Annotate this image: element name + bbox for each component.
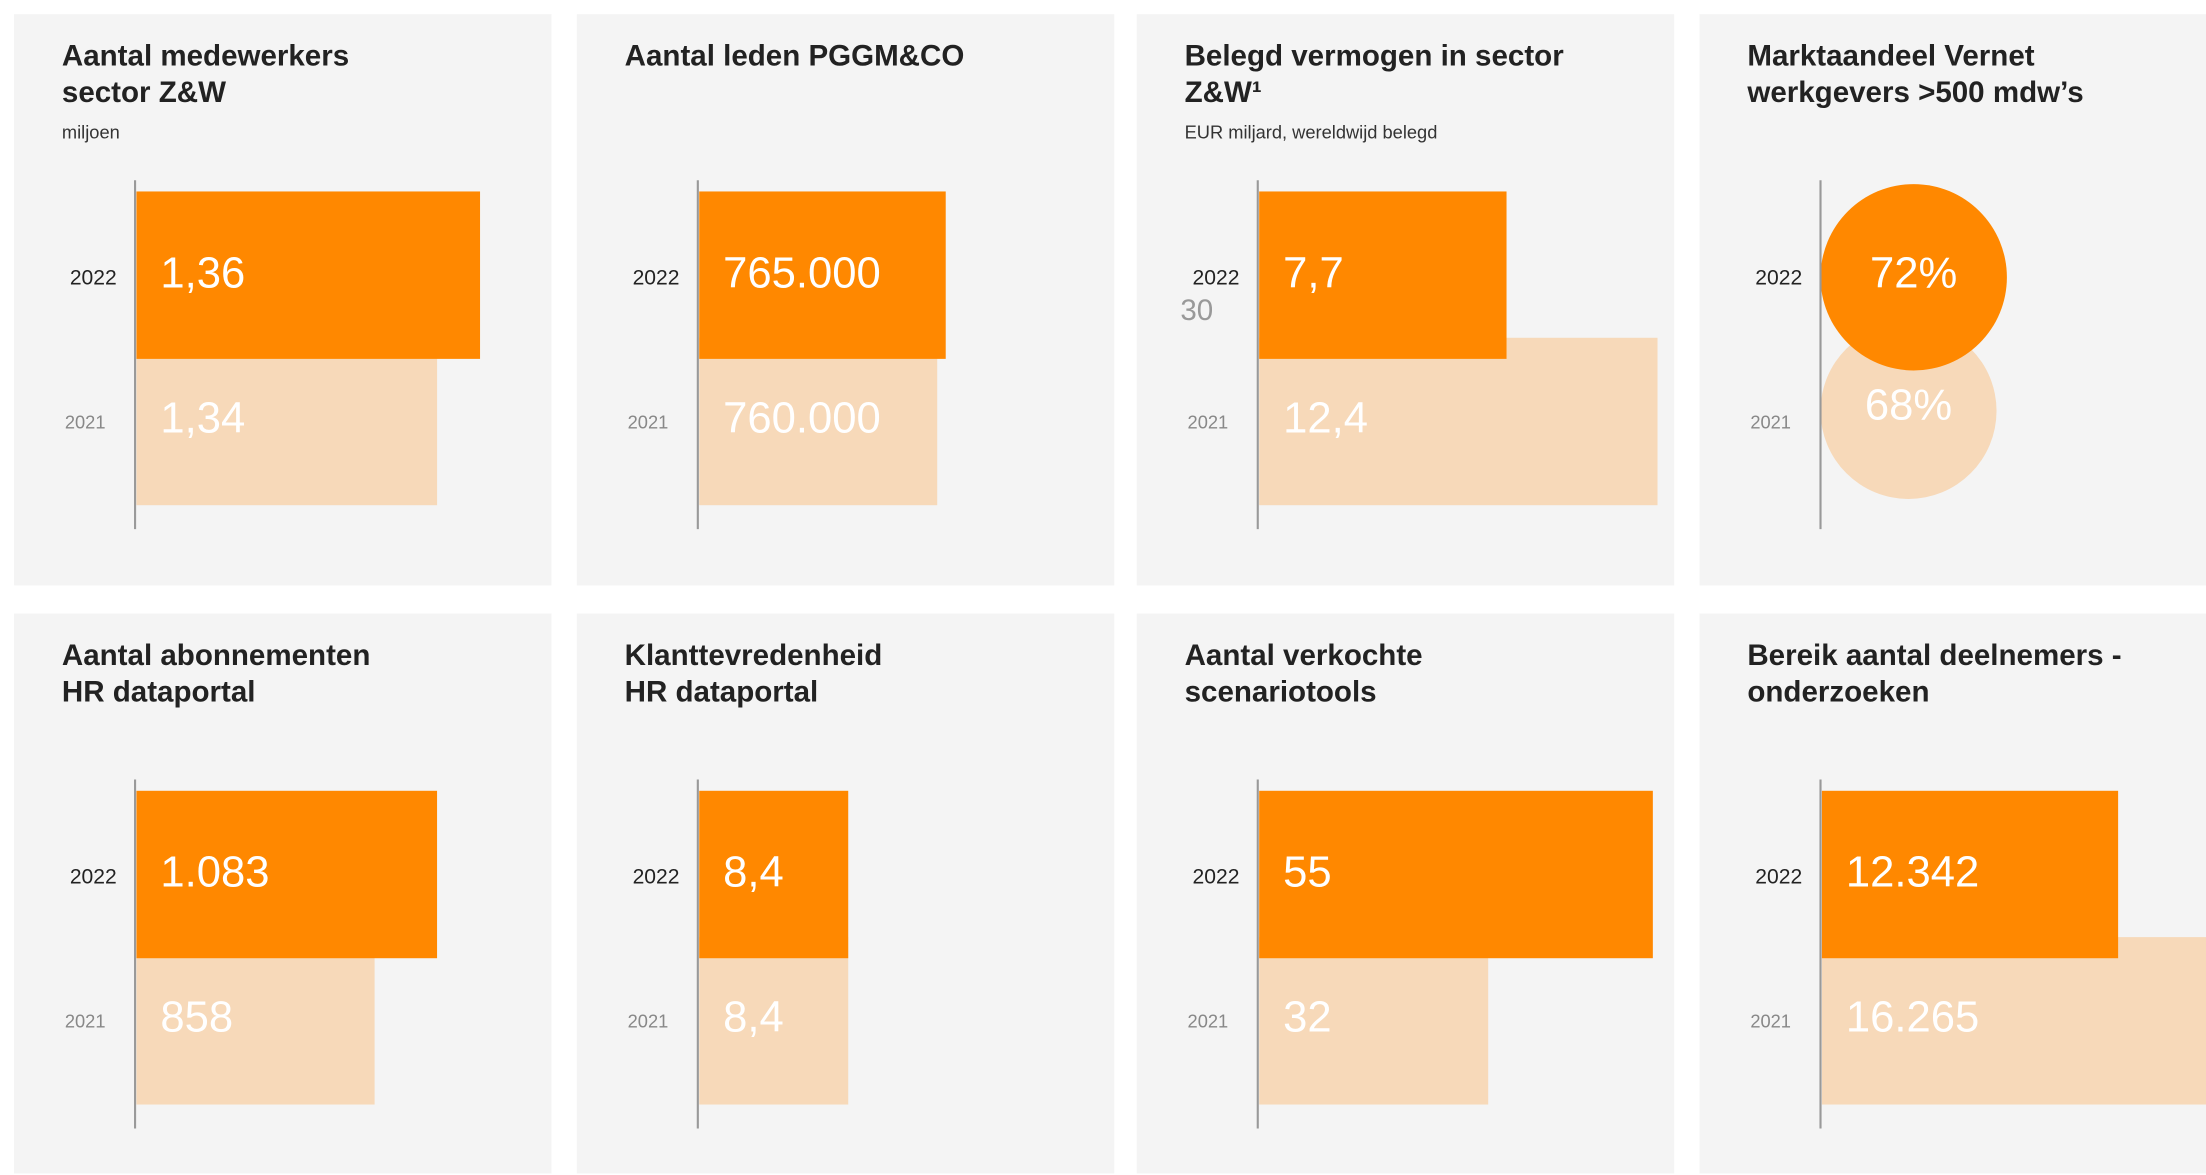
panel-title: Belegd vermogen in sector <box>1185 40 1565 73</box>
bar <box>699 191 946 359</box>
bar <box>1821 790 2119 959</box>
bar <box>699 790 849 959</box>
value-label: 1.083 <box>160 849 269 897</box>
category-label: 2021 <box>1188 1011 1229 1032</box>
panel-title: Aantal verkochte <box>1185 639 1423 672</box>
bar <box>1259 937 1489 1105</box>
bar <box>136 790 438 959</box>
category-label: 2022 <box>1193 866 1240 889</box>
category-label: 2021 <box>1188 411 1229 432</box>
panel-title: Klanttevredenheid <box>625 639 883 672</box>
panel-title: HR dataportal <box>625 676 819 709</box>
panel-title: Marktaandeel Vernet <box>1747 40 2034 73</box>
annotation: 30 <box>1180 294 1213 327</box>
bar <box>1259 191 1507 359</box>
value-label: 55 <box>1283 849 1332 897</box>
panel-title: sector Z&W <box>62 76 226 109</box>
panel-subtitle: miljoen <box>62 122 120 143</box>
value-label: 72% <box>1870 249 1957 297</box>
category-label: 2021 <box>628 1011 669 1032</box>
bar <box>136 337 438 506</box>
value-label: 1,34 <box>160 394 245 442</box>
category-label: 2022 <box>70 866 117 889</box>
category-label: 2021 <box>628 411 669 432</box>
panel-title: onderzoeken <box>1747 676 1929 709</box>
category-label: 2022 <box>1755 866 1802 889</box>
panel-title: Aantal abonnementen <box>62 639 370 672</box>
panel-title: HR dataportal <box>62 676 256 709</box>
category-label: 2022 <box>633 266 680 289</box>
category-label: 2022 <box>633 866 680 889</box>
panel: Aantal verkochte scenariotools 2022 55 2021 3… <box>1136 613 1675 1174</box>
bar <box>136 191 481 359</box>
value-label: 1,36 <box>160 249 245 297</box>
bar <box>1821 937 2206 1105</box>
category-label: 2022 <box>1193 266 1240 289</box>
panel-subtitle: EUR miljard, wereldwijd belegd <box>1185 122 1438 143</box>
category-label: 2022 <box>1755 266 1802 289</box>
value-label: 765.000 <box>723 249 881 297</box>
bar <box>136 937 375 1105</box>
category-label: 2021 <box>1750 1011 1791 1032</box>
panel: Aantal abonnementen HR dataportal 2022 1.08… <box>14 613 552 1174</box>
value-label: 12,4 <box>1283 394 1368 442</box>
panel-title: scenariotools <box>1185 676 1377 709</box>
category-label: 2022 <box>70 266 117 289</box>
panel: Bereik aantal deelnemers - onderzoeken 202… <box>1699 613 2206 1174</box>
value-label: 7,7 <box>1283 249 1344 297</box>
value-label: 32 <box>1283 994 1332 1042</box>
value-label: 760.000 <box>723 394 881 442</box>
bar <box>699 937 849 1105</box>
panel: Klanttevredenheid HR dataportal 2022 8,4 202… <box>576 613 1115 1174</box>
panel: Aantal leden PGGM&CO 2022 765.000 2021 760.0… <box>576 14 1115 586</box>
value-label: 8,4 <box>723 994 784 1042</box>
value-label: 16.265 <box>1846 994 1979 1042</box>
category-label: 2021 <box>65 411 106 432</box>
bubble <box>1820 322 1997 499</box>
category-label: 2021 <box>65 1011 106 1032</box>
value-label: 858 <box>160 994 233 1042</box>
panel-title: werkgevers >500 mdw’s <box>1746 76 2083 109</box>
value-label: 12.342 <box>1846 849 1979 897</box>
bubble <box>1820 184 2007 371</box>
value-label: 8,4 <box>723 849 784 897</box>
bar <box>1259 790 1653 959</box>
value-label: 68% <box>1865 382 1952 430</box>
panel-title: Aantal leden PGGM&CO <box>625 40 965 73</box>
category-label: 2021 <box>1750 411 1791 432</box>
bar <box>699 337 938 506</box>
panel-title: Bereik aantal deelnemers - <box>1747 639 2121 672</box>
bar <box>1259 337 1658 506</box>
panel-title: Aantal medewerkers <box>62 40 349 73</box>
panel-title: Z&W¹ <box>1185 76 1262 109</box>
